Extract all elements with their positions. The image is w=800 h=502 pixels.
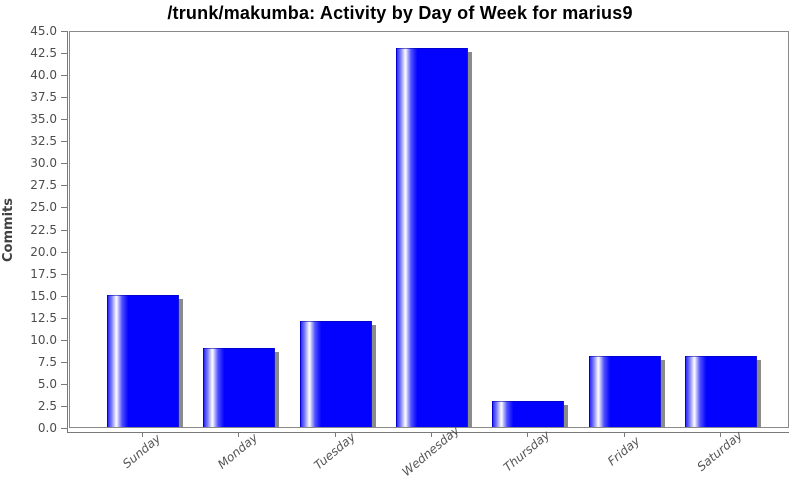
y-tick [61,163,67,165]
y-tick [61,339,67,341]
y-tick [61,361,67,363]
y-tick-label: 10.0 [30,332,57,347]
y-tick-label: 30.0 [30,156,57,171]
y-tick-label: 37.5 [30,90,57,105]
y-tick-label: 12.5 [30,310,57,325]
bar-saturday [684,356,757,427]
y-tick [61,141,67,143]
y-tick-label: 25.0 [30,200,57,215]
x-axis-line [67,432,789,433]
y-tick-label: 5.0 [37,376,57,391]
y-tick-label: 20.0 [30,244,57,259]
plot-area [69,31,789,428]
y-tick [61,251,67,253]
x-tick [719,433,721,437]
y-tick-label: 42.5 [30,46,57,61]
y-tick [61,97,67,99]
y-tick [61,207,67,209]
y-tick-label: 22.5 [30,222,57,237]
y-tick-label: 7.5 [37,354,57,369]
x-tick [430,433,432,437]
bar-thursday [492,400,565,427]
y-tick [61,383,67,385]
y-tick-label: 27.5 [30,178,57,193]
y-tick [61,75,67,77]
bar-friday [588,356,661,427]
y-tick [61,428,67,429]
y-tick [61,119,67,121]
y-tick-label: 32.5 [30,134,57,149]
y-tick [61,295,67,297]
x-tick [623,433,625,437]
y-tick-label: 35.0 [30,112,57,127]
y-tick [61,405,67,407]
bar-sunday [107,294,179,427]
y-tick-label: 17.5 [30,266,57,281]
y-tick [61,185,67,187]
x-tick [238,433,240,437]
y-tick-label: 40.0 [30,68,57,83]
y-tick-label: 2.5 [37,398,57,413]
x-tick [527,433,529,437]
bar-monday [203,347,276,427]
bar-wednesday [395,47,468,427]
x-tick [334,433,336,437]
y-tick [61,317,67,319]
y-tick [61,31,67,32]
bar-tuesday [299,321,372,427]
y-tick [61,53,67,55]
chart-title: /trunk/makumba: Activity by Day of Week … [167,3,633,23]
y-tick [61,229,67,231]
y-tick-label: 45.0 [30,24,57,38]
y-tick [61,273,67,275]
y-axis-line [67,31,68,432]
y-tick-label: 0.0 [37,421,57,435]
x-tick [142,433,143,437]
y-tick-label: 15.0 [30,288,57,303]
